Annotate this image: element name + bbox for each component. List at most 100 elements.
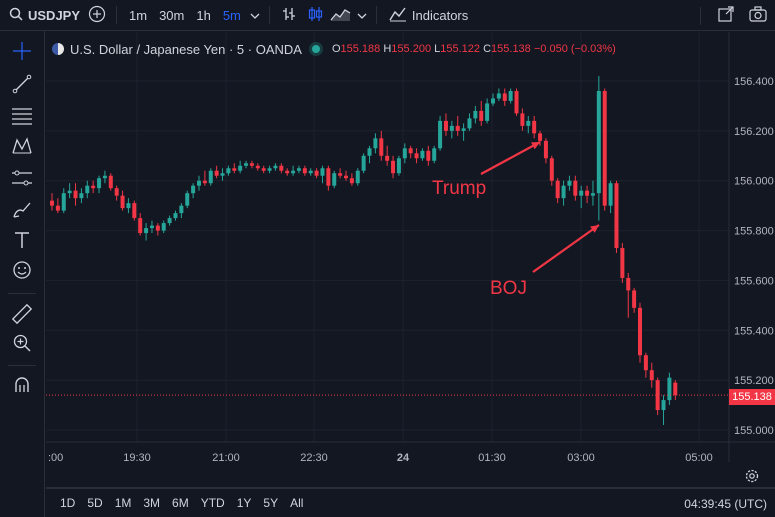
zoom-in-tool[interactable] xyxy=(9,332,35,358)
candle-body xyxy=(549,158,554,181)
candle-body xyxy=(526,120,531,126)
candle-body xyxy=(455,125,460,131)
candle-body xyxy=(391,160,396,174)
chart-background xyxy=(46,32,775,462)
text-tool[interactable] xyxy=(9,229,35,255)
candle-body xyxy=(661,400,666,411)
x-tick-label: 19:30 xyxy=(123,452,151,462)
candle-body xyxy=(326,168,331,186)
candle-body xyxy=(161,223,166,231)
range-1m[interactable]: 1M xyxy=(114,496,132,510)
candle-body xyxy=(555,180,560,199)
crosshair-tool[interactable] xyxy=(9,40,35,66)
divider xyxy=(116,6,117,24)
candle-body xyxy=(579,190,584,196)
brush-tool[interactable] xyxy=(9,199,35,225)
candle-body xyxy=(485,103,490,121)
currency-flag-icon xyxy=(52,43,64,55)
candle-body xyxy=(308,170,313,174)
pattern-tool[interactable] xyxy=(9,135,35,161)
candle-body xyxy=(102,175,107,179)
emoji-icon xyxy=(12,260,32,285)
x-tick-label: :00 xyxy=(48,452,63,462)
y-tick-label: 155.000 xyxy=(734,425,774,437)
trend-line-tool[interactable] xyxy=(9,73,35,99)
fib-tool[interactable] xyxy=(9,104,35,130)
symbol-search[interactable]: USDJPY xyxy=(0,7,84,24)
camera-icon xyxy=(748,5,768,26)
candle-body xyxy=(543,140,548,159)
candle-body xyxy=(373,138,378,149)
candle-body xyxy=(220,173,225,176)
candle-body xyxy=(79,193,84,199)
candle-body xyxy=(67,190,72,194)
candle-body xyxy=(626,277,631,291)
range-6m[interactable]: 6M xyxy=(172,496,189,510)
candle-body xyxy=(191,185,196,194)
candle-body xyxy=(273,165,278,169)
candle-body xyxy=(367,148,372,156)
magnet-tool[interactable] xyxy=(9,374,35,400)
candle-body xyxy=(97,178,102,189)
ruler-icon xyxy=(11,303,33,330)
chart-type-dropdown[interactable] xyxy=(354,4,370,26)
projection-tool[interactable] xyxy=(9,167,35,193)
interval-5m[interactable]: 5m xyxy=(222,7,241,23)
candle-body xyxy=(655,380,660,411)
compare-button[interactable] xyxy=(84,4,110,26)
range-3m[interactable]: 3M xyxy=(143,496,161,510)
candle-body xyxy=(149,225,154,229)
candle-body xyxy=(314,170,319,176)
candle-body xyxy=(479,110,484,121)
candle-body xyxy=(91,185,96,189)
interval-30m[interactable]: 30m xyxy=(159,7,185,23)
chart-settings-button[interactable] xyxy=(744,468,762,486)
area-chart-button[interactable] xyxy=(328,4,354,26)
candle-body xyxy=(355,170,360,184)
fullscreen-icon xyxy=(717,5,735,26)
fullscreen-button[interactable] xyxy=(713,5,739,27)
range-1y[interactable]: 1Y xyxy=(236,496,252,510)
symbol-title: U.S. Dollar / Japanese Yen · 5 · OANDA xyxy=(70,41,302,57)
candle-body xyxy=(673,382,678,396)
crosshair-icon xyxy=(12,41,32,66)
candle-body xyxy=(249,163,254,166)
range-5y[interactable]: 5Y xyxy=(263,496,279,510)
indicators-button[interactable]: Indicators xyxy=(383,6,474,25)
candle-body xyxy=(573,180,578,196)
range-5d[interactable]: 5D xyxy=(87,496,103,510)
range-1d[interactable]: 1D xyxy=(60,496,76,510)
candle-body xyxy=(179,205,184,214)
annotation-boj: BOJ xyxy=(490,278,527,299)
candles-button[interactable] xyxy=(302,4,328,26)
utc-clock[interactable]: 04:39:45 (UTC) xyxy=(684,497,767,511)
divider xyxy=(268,6,270,24)
y-tick-label: 155.200 xyxy=(734,375,774,387)
candle-body xyxy=(202,180,207,184)
area-chart-icon xyxy=(330,5,352,26)
range-ytd[interactable]: YTD xyxy=(200,496,225,510)
range-all[interactable]: All xyxy=(290,496,304,510)
interval-1h[interactable]: 1h xyxy=(196,7,211,23)
search-icon xyxy=(9,7,23,24)
candle-body xyxy=(238,165,243,171)
chevron-down-icon xyxy=(250,8,260,23)
candle-body xyxy=(414,153,419,159)
y-tick-label: 155.800 xyxy=(734,226,774,238)
candle-body xyxy=(338,173,343,176)
interval-1m[interactable]: 1m xyxy=(129,7,148,23)
ruler-tool[interactable] xyxy=(9,303,35,329)
arrow-boj xyxy=(532,224,600,273)
screenshot-button[interactable] xyxy=(745,5,771,27)
candle-body xyxy=(567,180,572,186)
candle-body xyxy=(496,93,501,99)
interval-dropdown[interactable] xyxy=(247,4,263,26)
candle-body xyxy=(643,355,648,371)
candle-body xyxy=(126,203,131,209)
x-tick-label: 24 xyxy=(397,452,410,462)
emoji-tool[interactable] xyxy=(9,259,35,285)
price-chart[interactable]: 156.400 156.200 156.000 155.800 155.600 155.4… xyxy=(46,32,775,462)
x-tick-label: 03:00 xyxy=(567,452,595,462)
arrow-trump xyxy=(480,141,541,175)
bar-chart-type-button[interactable] xyxy=(276,4,302,26)
